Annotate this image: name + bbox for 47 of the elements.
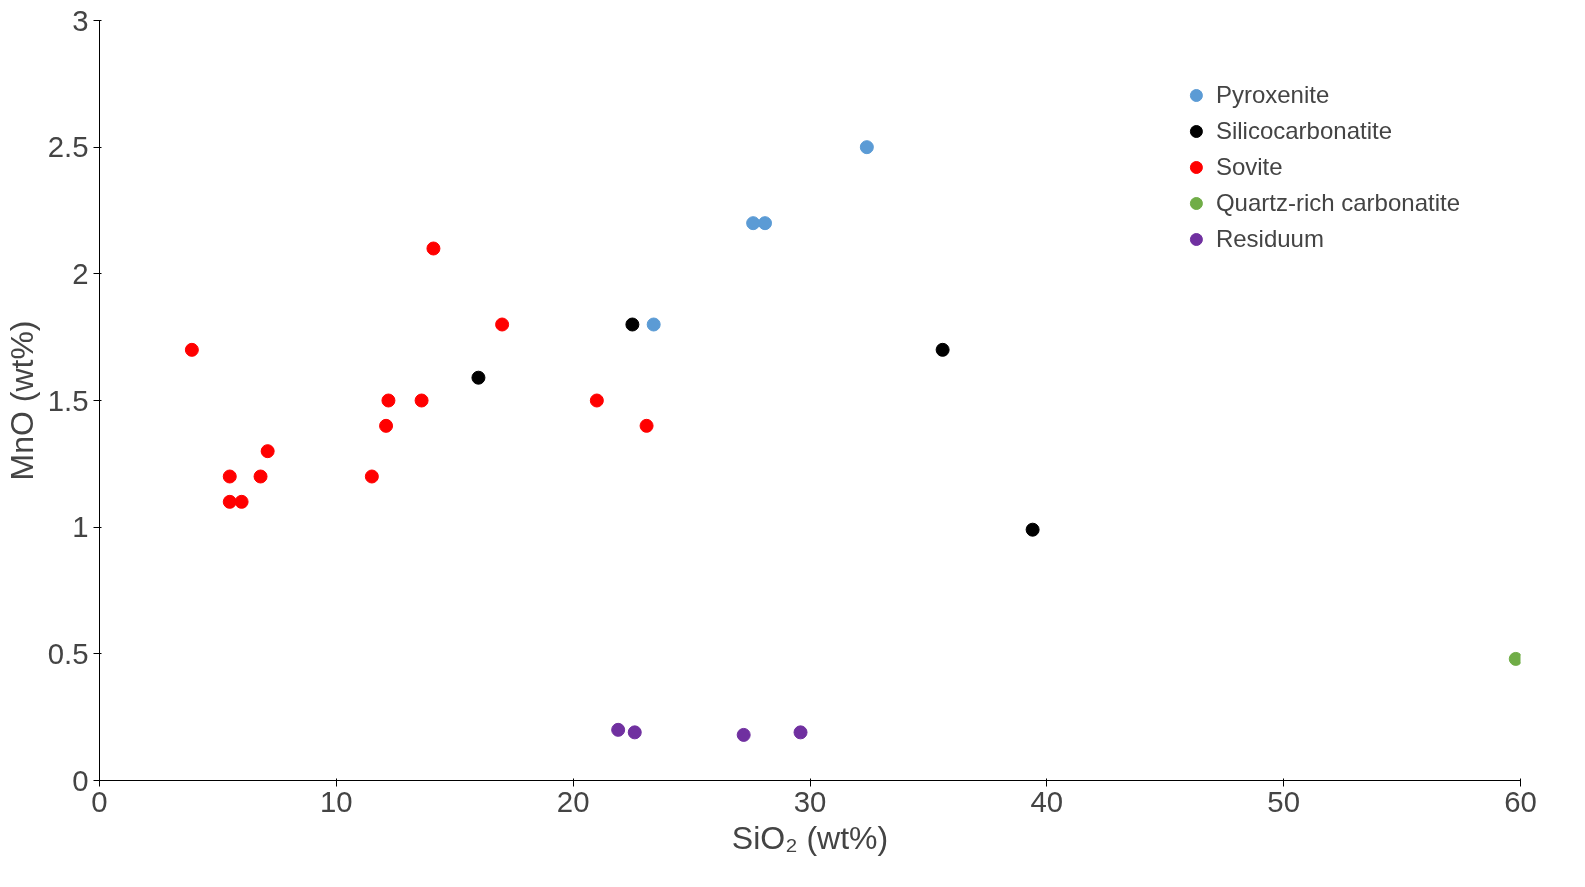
point — [426, 241, 441, 256]
point — [222, 494, 237, 509]
point — [627, 725, 642, 740]
point — [234, 494, 249, 509]
point — [758, 216, 772, 231]
y-axis-title: MnO (wt%) — [3, 320, 40, 481]
x-tick-label: 60 — [1504, 784, 1537, 818]
legend-label: Sovite — [1215, 153, 1283, 181]
x-tick-label: 20 — [556, 784, 590, 818]
point — [639, 418, 654, 433]
point — [859, 140, 874, 155]
point — [793, 725, 808, 740]
y-tick-label: 1 — [72, 510, 89, 544]
point — [364, 469, 379, 484]
point — [379, 418, 394, 433]
point — [471, 370, 486, 385]
point — [260, 444, 275, 459]
point — [611, 722, 626, 737]
point — [746, 216, 761, 231]
legend-label: Residuum — [1215, 225, 1324, 253]
y-tick-label: 0.5 — [47, 636, 89, 670]
point — [1025, 522, 1040, 537]
x-axis-title: SiO₂ (wt%) — [731, 819, 889, 856]
x-tick-label: 50 — [1267, 784, 1300, 818]
point — [646, 317, 661, 332]
y-tick-label: 2.5 — [47, 130, 89, 164]
legend-label: Silicocarbonatite — [1215, 117, 1392, 145]
point — [935, 342, 950, 357]
point — [495, 317, 510, 332]
point — [589, 393, 604, 408]
point — [222, 469, 237, 484]
point — [1508, 651, 1521, 666]
y-tick-label: 3 — [72, 3, 89, 37]
x-tick-label: 30 — [793, 784, 827, 818]
y-tick-label: 2 — [72, 256, 89, 290]
point — [625, 317, 640, 332]
point — [381, 393, 396, 408]
point — [414, 393, 429, 408]
legend-label: Pyroxenite — [1215, 81, 1330, 109]
y-tick-label: 0 — [72, 763, 89, 797]
legend-label: Quartz-rich carbonatite — [1215, 189, 1460, 217]
point — [253, 469, 268, 484]
point — [736, 727, 751, 742]
x-tick-label: 40 — [1030, 784, 1064, 818]
x-tick-label: 10 — [320, 784, 353, 818]
point — [184, 342, 199, 357]
y-tick-label: 1.5 — [47, 383, 89, 417]
